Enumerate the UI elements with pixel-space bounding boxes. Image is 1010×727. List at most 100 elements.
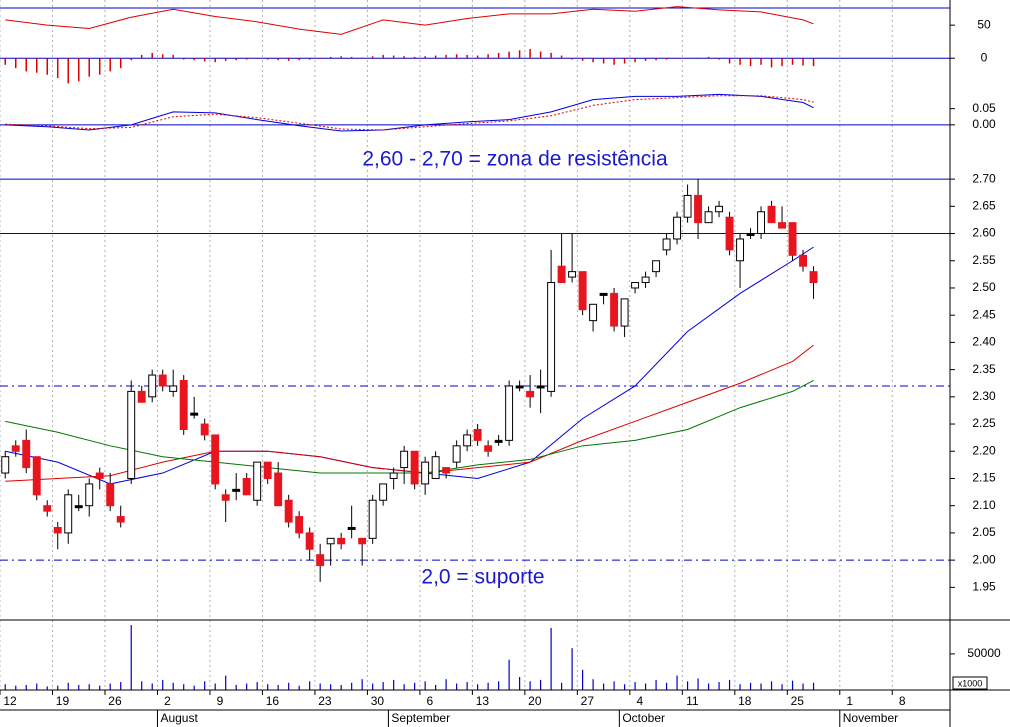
y-tick-label: 2.05: [972, 525, 996, 539]
candle-body: [169, 385, 178, 392]
candle-body: [505, 385, 514, 441]
candle-body: [610, 292, 619, 327]
y-tick-label: 2.65: [972, 198, 996, 212]
x-tick-label: 6: [427, 694, 434, 708]
candle-body: [484, 445, 493, 452]
candle-body: [715, 205, 724, 213]
candle-body: [116, 516, 125, 523]
candle-body: [22, 439, 31, 469]
candle-body: [442, 467, 451, 474]
candle-body: [368, 499, 377, 539]
candle-body: [494, 439, 503, 443]
candle-body: [95, 472, 104, 479]
candle-body: [694, 194, 703, 224]
line: [5, 93, 814, 132]
month-label: September: [391, 711, 450, 725]
candle-body: [463, 434, 472, 447]
candle-body: [211, 434, 220, 485]
candle-body: [473, 428, 482, 441]
y-tick-label: 0.05: [972, 101, 996, 115]
x-tick-label: 2: [164, 694, 171, 708]
month-label: November: [843, 711, 898, 725]
candle-body: [274, 472, 283, 507]
y-tick-label: 50: [977, 17, 991, 31]
candle-body: [179, 380, 188, 430]
candle-body: [379, 483, 388, 501]
candle-body: [704, 211, 713, 224]
candle-body: [106, 483, 115, 507]
candle-body: [746, 233, 755, 237]
x-tick-label: 27: [581, 694, 595, 708]
candle-body: [526, 390, 535, 398]
candle-body: [158, 374, 167, 387]
y-tick-label: 2.20: [972, 443, 996, 457]
candle-body: [127, 390, 136, 479]
y-tick-label: 2.00: [972, 552, 996, 566]
annotation: 2,0 = suporte: [421, 566, 544, 589]
annotation: 2,60 - 2,70 = zona de resistência: [362, 148, 668, 171]
candle-body: [536, 385, 545, 389]
month-label: August: [160, 711, 198, 725]
candle-body: [788, 222, 797, 256]
candle-body: [799, 254, 808, 267]
candle-body: [389, 472, 398, 479]
candle-body: [421, 461, 430, 485]
candle-body: [326, 537, 335, 545]
y-tick-label: 2.15: [972, 471, 996, 485]
x-tick-label: 8: [899, 694, 906, 708]
candle-body: [757, 211, 766, 235]
candle-body: [652, 260, 661, 273]
candle-body: [557, 265, 566, 284]
month-label: October: [622, 711, 665, 725]
y-tick-label: 2.25: [972, 416, 996, 430]
x-tick-label: 25: [791, 694, 805, 708]
y-tick-label: 50000: [967, 646, 1001, 660]
candle-body: [1, 456, 10, 474]
candle-body: [221, 494, 230, 501]
x-tick-label: 4: [636, 694, 643, 708]
candle-body: [410, 450, 419, 485]
x-tick-label: 16: [266, 694, 280, 708]
x-tick-label: 20: [528, 694, 542, 708]
x-tick-label: 18: [738, 694, 752, 708]
candle-body: [137, 390, 146, 403]
candle-body: [263, 461, 272, 479]
unit-box: [952, 676, 988, 690]
y-tick-label: 2.40: [972, 335, 996, 349]
y-tick-label: 2.30: [972, 389, 996, 403]
candle-body: [305, 532, 314, 550]
candle-body: [11, 445, 20, 452]
candle-body: [43, 505, 52, 512]
candle-body: [725, 216, 734, 251]
candle-body: [547, 282, 556, 392]
candle-body: [242, 477, 251, 496]
candle-body: [53, 526, 62, 534]
candle-body: [85, 483, 94, 507]
x-tick-label: 30: [371, 694, 385, 708]
candle-body: [347, 526, 356, 530]
x-tick-label: 26: [108, 694, 122, 708]
candle-body: [295, 516, 304, 534]
x-tick-label: 9: [217, 694, 224, 708]
candle-body: [316, 554, 325, 567]
candle-body: [578, 271, 587, 311]
y-tick-label: 2.55: [972, 253, 996, 267]
x-tick-label: 11: [686, 694, 699, 708]
candle-body: [631, 282, 640, 289]
candle-body: [200, 423, 209, 436]
candle-body: [809, 271, 818, 284]
candle-body: [452, 445, 461, 463]
x-tick-label: 13: [476, 694, 490, 708]
candle-body: [673, 216, 682, 240]
candle-body: [767, 205, 776, 224]
y-tick-label: 2.45: [972, 307, 996, 321]
x-tick-label: 23: [318, 694, 332, 708]
candle-body: [190, 412, 199, 416]
candle-body: [32, 456, 41, 496]
candle-body: [148, 374, 157, 398]
x-tick-label: 12: [3, 694, 17, 708]
y-tick-label: 1.95: [972, 580, 996, 594]
candle-body: [641, 276, 650, 284]
candle-body: [337, 537, 346, 545]
